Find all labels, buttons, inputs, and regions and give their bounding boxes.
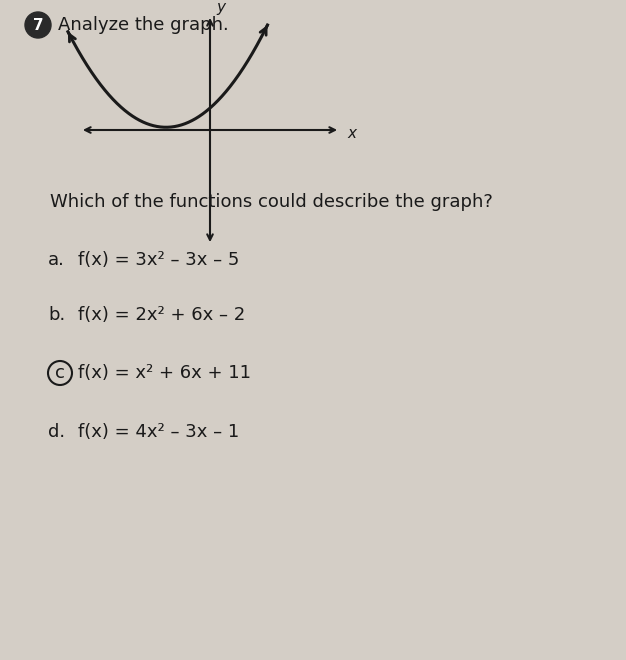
Text: x: x xyxy=(347,126,356,141)
Text: c: c xyxy=(55,364,65,382)
Text: d.: d. xyxy=(48,423,65,441)
Text: Which of the functions could describe the graph?: Which of the functions could describe th… xyxy=(50,193,493,211)
Text: y: y xyxy=(216,0,225,15)
Text: b.: b. xyxy=(48,306,65,324)
Circle shape xyxy=(25,12,51,38)
Text: 7: 7 xyxy=(33,18,43,32)
Text: Analyze the graph.: Analyze the graph. xyxy=(58,16,228,34)
Text: a.: a. xyxy=(48,251,65,269)
Text: f(x) = 2x² + 6x – 2: f(x) = 2x² + 6x – 2 xyxy=(78,306,245,324)
Text: f(x) = 3x² – 3x – 5: f(x) = 3x² – 3x – 5 xyxy=(78,251,239,269)
Text: f(x) = x² + 6x + 11: f(x) = x² + 6x + 11 xyxy=(78,364,251,382)
Text: f(x) = 4x² – 3x – 1: f(x) = 4x² – 3x – 1 xyxy=(78,423,239,441)
